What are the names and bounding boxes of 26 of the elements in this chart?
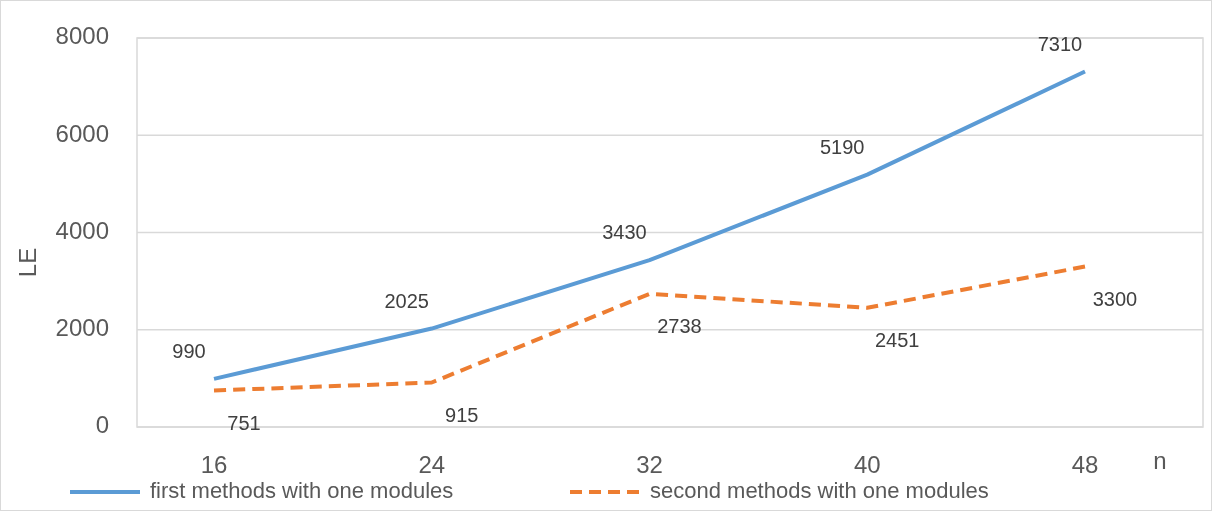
line-series: [212, 69, 1087, 381]
data-label: 5190: [820, 135, 865, 158]
x-axis-title: n: [1153, 447, 1167, 475]
y-tick-label: 0: [95, 411, 109, 439]
y-axis-title: LE: [14, 247, 42, 278]
data-label: 2451: [875, 329, 920, 352]
y-tick-label: 8000: [55, 22, 109, 50]
y-tick-label: 6000: [55, 119, 109, 147]
x-tick-label: 40: [853, 451, 881, 479]
data-label: 2738: [657, 315, 702, 338]
line-series: [212, 264, 1087, 393]
data-label: 751: [227, 411, 261, 434]
data-label: 2025: [384, 289, 429, 312]
y-tick-label: 4000: [55, 216, 109, 244]
x-tick-label: 32: [636, 451, 663, 479]
y-tick-label: 2000: [55, 314, 109, 342]
x-tick-label: 16: [200, 451, 228, 479]
data-label: 915: [445, 403, 479, 426]
x-tick-label: 48: [1071, 451, 1099, 479]
data-label: 7310: [1037, 32, 1083, 55]
x-tick-label: 24: [418, 451, 446, 479]
legend-label: second methods with one modules: [650, 477, 989, 503]
data-label: 3430: [602, 221, 647, 244]
data-label: 3300: [1092, 287, 1138, 310]
data-label: 990: [172, 340, 206, 363]
legend-label: first methods with one modules: [150, 477, 454, 503]
